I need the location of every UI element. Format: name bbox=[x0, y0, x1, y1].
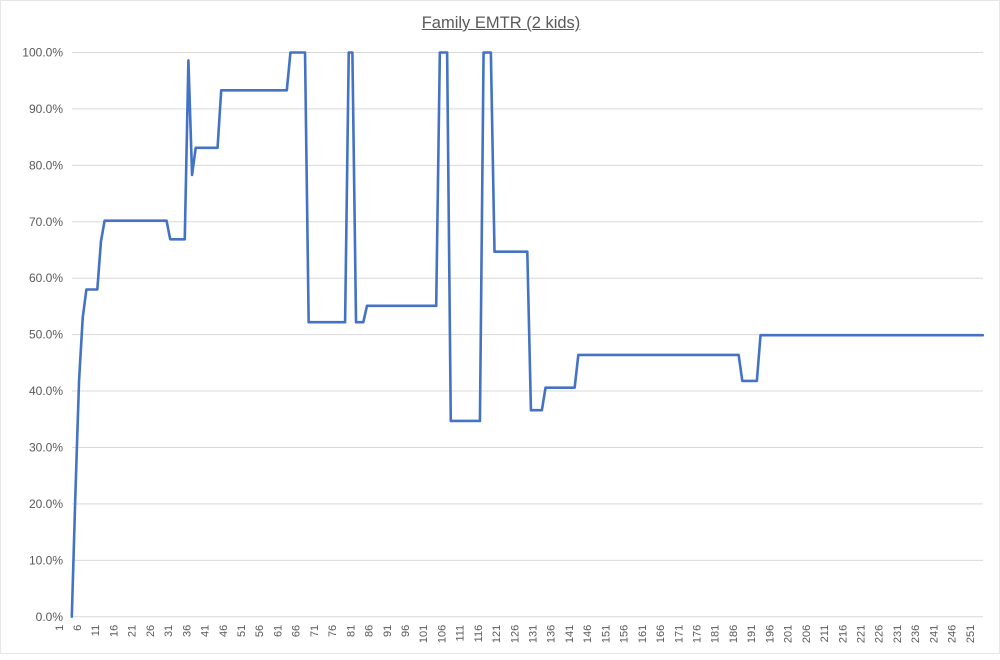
svg-text:136: 136 bbox=[546, 625, 558, 643]
svg-text:131: 131 bbox=[528, 625, 540, 643]
svg-text:166: 166 bbox=[655, 625, 667, 643]
svg-text:106: 106 bbox=[436, 625, 448, 643]
svg-text:0.0%: 0.0% bbox=[36, 610, 64, 624]
svg-text:141: 141 bbox=[564, 625, 576, 643]
svg-text:51: 51 bbox=[236, 625, 248, 637]
svg-text:56: 56 bbox=[254, 625, 266, 637]
svg-text:161: 161 bbox=[637, 625, 649, 643]
svg-text:176: 176 bbox=[692, 625, 704, 643]
svg-text:241: 241 bbox=[928, 625, 940, 643]
svg-text:6: 6 bbox=[72, 625, 84, 631]
svg-text:186: 186 bbox=[728, 625, 740, 643]
svg-text:191: 191 bbox=[746, 625, 758, 643]
svg-text:206: 206 bbox=[801, 625, 813, 643]
svg-text:246: 246 bbox=[947, 625, 959, 643]
svg-text:81: 81 bbox=[345, 625, 357, 637]
svg-text:76: 76 bbox=[327, 625, 339, 637]
svg-text:171: 171 bbox=[673, 625, 685, 643]
svg-text:221: 221 bbox=[856, 625, 868, 643]
svg-text:126: 126 bbox=[509, 625, 521, 643]
svg-text:36: 36 bbox=[181, 625, 193, 637]
svg-text:21: 21 bbox=[127, 625, 139, 637]
svg-text:46: 46 bbox=[218, 625, 230, 637]
svg-text:31: 31 bbox=[163, 625, 175, 637]
svg-text:91: 91 bbox=[382, 625, 394, 637]
svg-text:181: 181 bbox=[710, 625, 722, 643]
svg-text:231: 231 bbox=[892, 625, 904, 643]
svg-text:116: 116 bbox=[473, 625, 485, 643]
svg-text:121: 121 bbox=[491, 625, 503, 643]
svg-text:211: 211 bbox=[819, 625, 831, 643]
svg-text:151: 151 bbox=[600, 625, 612, 643]
svg-text:60.0%: 60.0% bbox=[29, 271, 63, 285]
svg-text:20.0%: 20.0% bbox=[29, 497, 63, 511]
svg-text:251: 251 bbox=[965, 625, 977, 643]
svg-text:101: 101 bbox=[418, 625, 430, 643]
svg-text:156: 156 bbox=[619, 625, 631, 643]
svg-text:30.0%: 30.0% bbox=[29, 440, 63, 454]
svg-text:80.0%: 80.0% bbox=[29, 158, 63, 172]
svg-text:146: 146 bbox=[582, 625, 594, 643]
svg-text:41: 41 bbox=[200, 625, 212, 637]
svg-text:70.0%: 70.0% bbox=[29, 215, 63, 229]
svg-text:40.0%: 40.0% bbox=[29, 384, 63, 398]
svg-text:201: 201 bbox=[783, 625, 795, 643]
svg-text:96: 96 bbox=[400, 625, 412, 637]
svg-text:1: 1 bbox=[54, 625, 66, 631]
svg-text:71: 71 bbox=[309, 625, 321, 637]
svg-text:236: 236 bbox=[910, 625, 922, 643]
svg-text:90.0%: 90.0% bbox=[29, 102, 63, 116]
svg-text:11: 11 bbox=[90, 625, 102, 636]
svg-text:111: 111 bbox=[455, 625, 467, 642]
svg-text:16: 16 bbox=[109, 625, 121, 637]
svg-text:86: 86 bbox=[364, 625, 376, 637]
svg-text:26: 26 bbox=[145, 625, 157, 637]
svg-text:226: 226 bbox=[874, 625, 886, 643]
svg-text:196: 196 bbox=[764, 625, 776, 643]
svg-text:50.0%: 50.0% bbox=[29, 328, 63, 342]
svg-text:100.0%: 100.0% bbox=[22, 46, 63, 60]
svg-text:10.0%: 10.0% bbox=[29, 553, 63, 567]
svg-text:66: 66 bbox=[291, 625, 303, 637]
svg-text:216: 216 bbox=[837, 625, 849, 643]
svg-text:61: 61 bbox=[272, 625, 284, 637]
